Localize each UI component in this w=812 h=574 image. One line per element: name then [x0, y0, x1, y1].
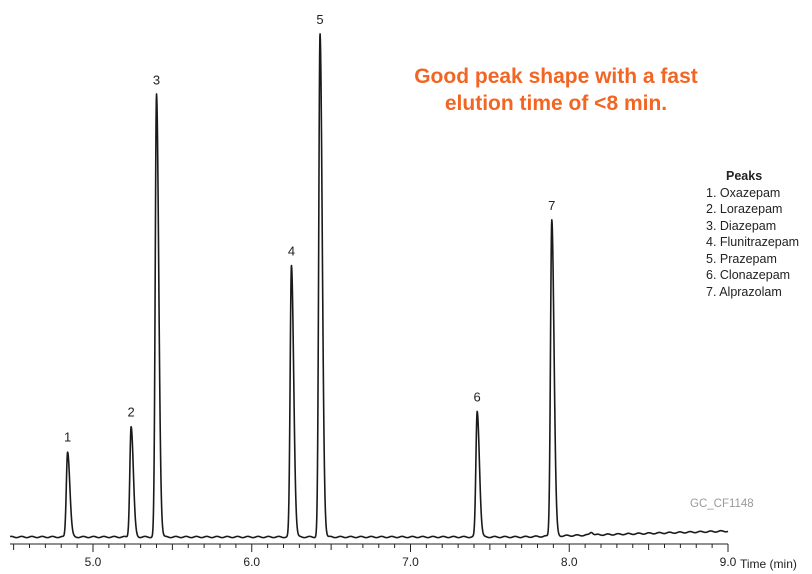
peak-label-5: 5 — [316, 12, 323, 27]
x-tick-label: 8.0 — [561, 555, 578, 569]
legend-item: 3. Diazepam — [706, 218, 777, 233]
peak-label-4: 4 — [288, 243, 295, 258]
x-tick-label: 7.0 — [402, 555, 419, 569]
legend-item: 7. Alprazolam — [706, 284, 782, 299]
legend-item: 1. Oxazepam — [706, 185, 781, 200]
annotation-text: Good peak shape with a fast elution time… — [376, 63, 736, 117]
x-tick-label: 6.0 — [243, 555, 260, 569]
legend-item: 6. Clonazepam — [706, 268, 791, 282]
peak-label-6: 6 — [474, 389, 481, 404]
legend-item: 5. Prazepam — [706, 251, 777, 266]
peak-label-3: 3 — [153, 72, 160, 87]
chromatogram-trace — [9, 33, 729, 539]
annotation-line-2: elution time of <8 min. — [444, 92, 668, 115]
peak-labels: 1 2 3 4 5 6 7 — [64, 12, 555, 444]
chromatogram-line — [9, 33, 729, 539]
annotation-line-1: Good peak shape with a fast — [414, 65, 698, 88]
x-axis-title: Time (min) — [740, 557, 797, 571]
x-axis-ticks: 5.0 6.0 7.0 8.0 9.0 — [13, 544, 737, 569]
figure-code: GC_CF1148 — [690, 498, 754, 510]
peaks-legend: Peaks 1. Oxazepam 2. Lorazepam 3. Diazep… — [706, 168, 799, 300]
legend-title: Peaks — [726, 169, 763, 183]
x-tick-label: 9.0 — [720, 555, 737, 569]
legend-item: 4. Flunitrazepam — [706, 235, 800, 249]
legend-item: 2. Lorazepam — [706, 202, 783, 216]
x-tick-label: 5.0 — [85, 555, 102, 569]
peak-label-7: 7 — [548, 198, 555, 213]
peak-label-1: 1 — [64, 429, 71, 444]
peak-label-2: 2 — [127, 404, 134, 419]
